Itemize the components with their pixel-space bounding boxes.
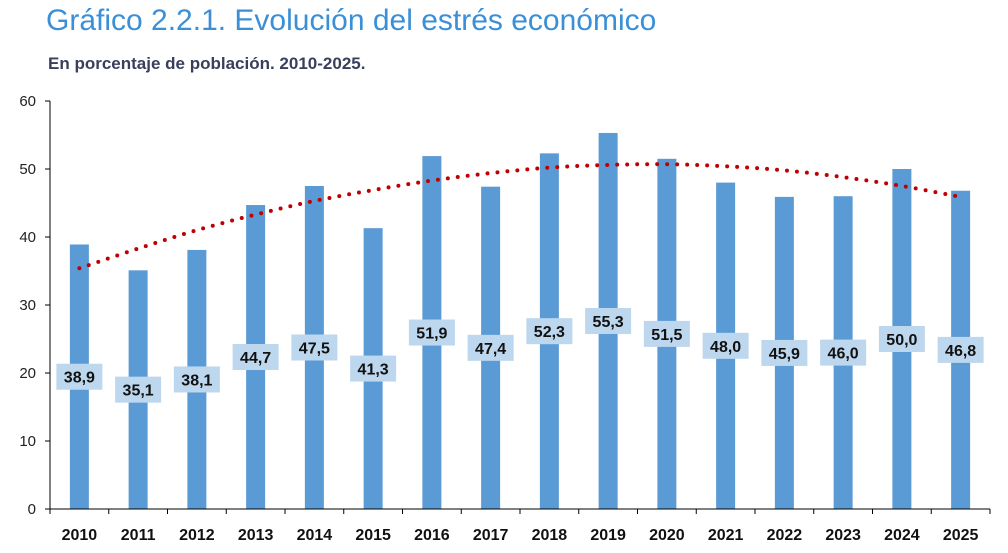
data-label-box (643, 320, 690, 347)
data-label-box (526, 318, 573, 345)
data-label: 51,9 (416, 326, 447, 343)
x-tick-label: 2012 (179, 527, 215, 544)
data-label: 50,0 (886, 332, 917, 349)
y-tick-label: 60 (19, 93, 36, 110)
x-tick-label: 2017 (473, 527, 509, 544)
y-tick-label: 40 (19, 229, 36, 246)
data-label-box (232, 344, 279, 371)
data-label: 48,0 (710, 339, 741, 356)
x-tick-label: 2010 (62, 527, 98, 544)
data-label-box (820, 339, 867, 366)
data-label-box (291, 334, 338, 361)
data-label-box (937, 336, 984, 363)
data-label: 47,5 (299, 341, 330, 358)
y-axis: 0 10 20 30 40 50 60 (19, 93, 51, 518)
y-tick-label: 50 (19, 161, 36, 178)
x-tick-label: 2015 (355, 527, 391, 544)
data-label-box (585, 307, 632, 334)
x-tick-label: 2024 (884, 527, 920, 544)
data-label: 41,3 (358, 362, 389, 379)
x-tick-label: 2016 (414, 527, 450, 544)
data-label: 38,9 (64, 370, 95, 387)
x-tick-label: 2014 (297, 527, 333, 544)
data-label-box (350, 355, 397, 382)
data-label: 51,5 (651, 327, 682, 344)
y-tick-label: 10 (19, 433, 36, 450)
data-label-box (115, 376, 162, 403)
data-label: 47,4 (475, 341, 506, 358)
y-tick-label: 0 (28, 501, 36, 518)
chart-subtitle: En porcentaje de población. 2010-2025. (48, 54, 366, 73)
x-tick-label: 2011 (121, 527, 156, 544)
data-labels: 38,9 35,1 38,1 44,7 47,5 41,3 51,9 47,4 52,3 55,3… (56, 307, 984, 403)
x-tick-label: 2021 (708, 527, 744, 544)
trendline (77, 162, 963, 271)
x-tick-label: 2023 (825, 527, 861, 544)
x-tick-label: 2025 (943, 527, 979, 544)
data-label-box (56, 363, 103, 390)
x-tick-label: 2018 (532, 527, 568, 544)
x-tick-label: 2019 (590, 527, 626, 544)
data-label: 35,1 (123, 383, 154, 400)
data-label: 55,3 (593, 314, 624, 331)
x-tick-label: 2022 (767, 527, 803, 544)
x-tick-label: 2020 (649, 527, 685, 544)
data-label-box (761, 339, 808, 366)
data-label: 46,0 (828, 346, 859, 363)
x-axis: 2010 2011 2012 2013 2014 2015 2016 2017 2018 2019… (49, 508, 991, 544)
data-label-box (467, 334, 514, 361)
chart-title: Gráfico 2.2.1. Evolución del estrés econ… (46, 4, 657, 37)
bars (69, 132, 971, 510)
data-label-box (173, 366, 220, 393)
data-label-box (702, 332, 749, 359)
data-label: 52,3 (534, 324, 565, 341)
data-label-box (408, 319, 455, 346)
data-label: 46,8 (945, 343, 976, 360)
data-label-box (878, 326, 925, 352)
data-label: 38,1 (181, 372, 212, 389)
x-tick-label: 2013 (238, 527, 274, 544)
y-tick-label: 20 (19, 365, 36, 382)
data-label: 44,7 (240, 350, 271, 367)
trendline-path (77, 162, 963, 271)
data-label: 45,9 (769, 346, 800, 363)
y-tick-label: 30 (19, 297, 36, 314)
